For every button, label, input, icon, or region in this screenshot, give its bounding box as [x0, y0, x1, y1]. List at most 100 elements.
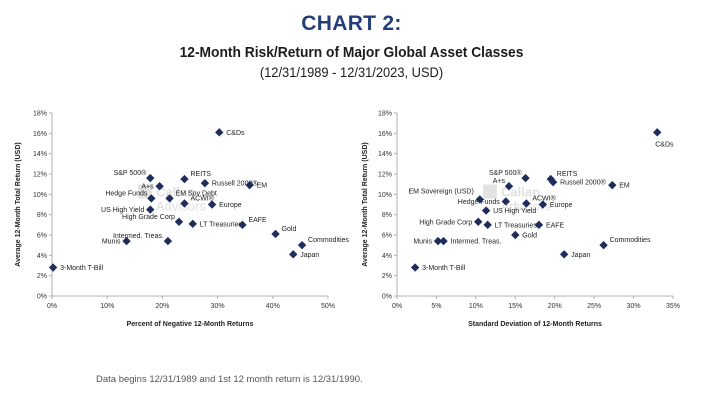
data-point-marker — [481, 206, 491, 215]
x-tick-label: 50% — [321, 303, 335, 310]
data-point-marker — [215, 128, 224, 137]
data-point-label: ACWI® — [532, 194, 556, 202]
data-point-marker — [538, 200, 548, 209]
data-point-marker — [608, 180, 617, 190]
y-tick-label: 2% — [382, 273, 392, 280]
data-point-label: A+s — [493, 178, 506, 185]
data-point-label: LT Treasuries — [495, 222, 538, 229]
x-axis-label: Percent of Negative 12-Month Returns — [127, 321, 254, 328]
chart-title: 12-Month Risk/Return of Major Global Ass… — [179, 44, 524, 61]
x-tick-label: 40% — [266, 303, 280, 310]
data-point-label: Russell 2000® — [212, 180, 258, 188]
y-tick-label: 14% — [33, 151, 47, 158]
x-tick-label: 30% — [211, 303, 225, 310]
y-tick-label: 18% — [33, 111, 47, 118]
y-axis-label: Average 12-Month Total Return (USD) — [362, 142, 369, 266]
watermark-logo-icon — [483, 184, 497, 199]
data-point-marker — [188, 219, 197, 229]
chart-heading: CHART 2: — [301, 12, 402, 35]
data-point-marker — [546, 174, 555, 184]
data-point-marker — [163, 236, 173, 246]
data-point-label: Hedge Funds — [105, 190, 148, 197]
data-point-marker — [180, 174, 189, 184]
data-point-marker — [439, 236, 448, 246]
data-point-label: Hedge Funds — [458, 199, 501, 206]
y-tick-label: 14% — [378, 151, 392, 158]
data-point-label: EAFE — [248, 217, 267, 224]
data-point-marker — [180, 199, 189, 208]
data-point-marker — [410, 263, 420, 272]
x-tick-label: 5% — [431, 303, 441, 310]
data-point-label: A+s — [141, 184, 154, 191]
data-point-marker — [534, 220, 544, 230]
data-point-label: EM Sov Debt — [176, 190, 217, 197]
data-point-label: Gold — [282, 226, 297, 233]
data-point-marker — [238, 220, 247, 230]
data-point-marker — [653, 128, 662, 137]
x-axis-label: Standard Deviation of 12-Month Returns — [468, 321, 602, 328]
data-point-marker — [122, 236, 131, 246]
data-point-marker — [146, 173, 155, 183]
data-point-label: US High Yield — [101, 207, 144, 214]
data-point-marker — [483, 220, 492, 230]
data-point-label: Gold — [522, 233, 537, 240]
y-tick-label: 8% — [37, 212, 47, 219]
y-tick-label: 6% — [382, 233, 392, 240]
data-point-label: Intermed. Treas. — [451, 239, 502, 246]
y-tick-label: 2% — [37, 273, 47, 280]
watermark-line1: Callan — [156, 185, 195, 200]
data-point-label: C&Ds — [226, 130, 245, 137]
data-point-label: Commodities — [610, 237, 651, 244]
data-point-marker — [511, 230, 520, 240]
data-point-marker — [289, 250, 298, 259]
x-tick-label: 15% — [508, 303, 522, 310]
x-tick-label: 25% — [587, 303, 601, 310]
data-point-label: EAFE — [546, 222, 565, 229]
data-point-label: 3-Month T-Bill — [60, 265, 103, 272]
x-tick-label: 35% — [666, 303, 680, 310]
data-point-marker — [174, 217, 184, 226]
x-tick-label: 20% — [548, 303, 562, 310]
data-point-label: Munis — [413, 239, 432, 246]
data-point-marker — [297, 240, 307, 250]
data-point-label: Intermed. Treas. — [113, 233, 164, 240]
y-tick-label: 12% — [33, 172, 47, 179]
data-point-marker — [599, 240, 608, 250]
data-point-label: EM — [619, 183, 630, 190]
data-point-marker — [245, 180, 254, 190]
data-point-label: Commodities — [308, 237, 349, 244]
y-tick-label: 16% — [33, 131, 47, 138]
data-point-label: C&Ds — [655, 141, 674, 148]
data-point-label: Russell 2000® — [560, 179, 606, 187]
x-tick-label: 10% — [469, 303, 483, 310]
watermark-line2: Advisors — [156, 199, 206, 214]
y-tick-label: 8% — [382, 212, 392, 219]
y-tick-label: 10% — [378, 192, 392, 199]
data-point-marker — [501, 197, 511, 206]
data-point-label: US High Yield — [493, 208, 536, 215]
x-tick-label: 0% — [392, 303, 402, 310]
data-point-label: ACWI® — [190, 194, 214, 202]
x-tick-label: 30% — [627, 303, 641, 310]
data-point-label: High Grade Corp — [419, 219, 472, 226]
y-tick-label: 4% — [382, 253, 392, 260]
data-point-label: EM Sovereign (USD) — [408, 188, 473, 195]
x-tick-label: 20% — [155, 303, 169, 310]
data-point-marker — [165, 194, 174, 203]
data-point-label: REITS — [557, 171, 578, 178]
data-point-marker — [146, 205, 155, 214]
data-point-label: 3-Month T-Bill — [422, 265, 465, 272]
data-point-marker — [155, 182, 164, 191]
data-point-label: S&P 500® — [114, 169, 148, 177]
y-tick-label: 12% — [378, 172, 392, 179]
footnote: Data begins 12/31/1989 and 1st 12 month … — [96, 374, 363, 385]
data-point-label: Munis — [102, 239, 121, 246]
y-tick-label: 18% — [378, 111, 392, 118]
watermark-logo-icon — [138, 184, 152, 199]
data-point-marker — [474, 217, 483, 226]
data-point-marker — [147, 194, 156, 203]
y-tick-label: 4% — [37, 253, 47, 260]
data-point-label: Japan — [300, 252, 319, 259]
data-point-label: LT Treasuries — [200, 221, 243, 228]
